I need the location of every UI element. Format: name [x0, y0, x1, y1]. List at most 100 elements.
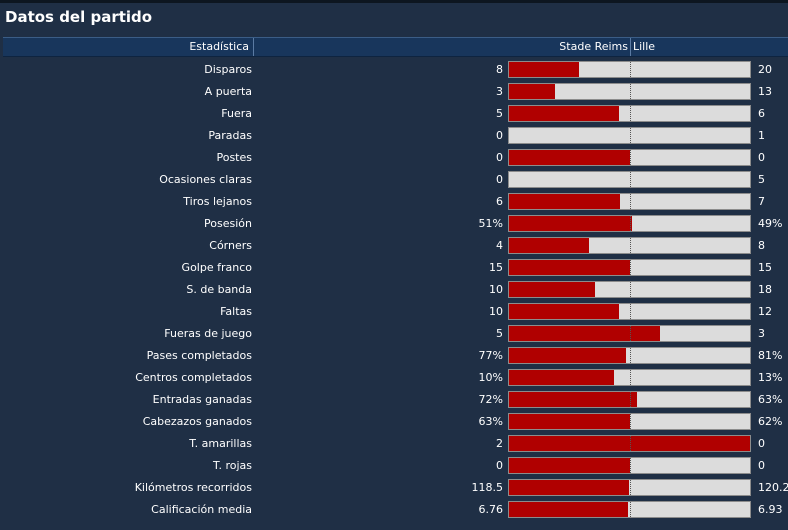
- away-value: 12: [758, 305, 772, 318]
- away-value: 81%: [758, 349, 783, 362]
- stat-row: Córners 4 8: [0, 235, 788, 257]
- home-share-fill: [509, 436, 750, 451]
- comparison-bar: [508, 215, 751, 232]
- comparison-bar: [508, 303, 751, 320]
- stat-label: Tiros lejanos: [183, 195, 252, 208]
- stat-row: Calificación media 6.76 6.93: [0, 499, 788, 521]
- midpoint-marker: [630, 62, 631, 77]
- comparison-bar: [508, 105, 751, 122]
- table-header: Estadística Stade Reims Lille: [3, 37, 788, 57]
- home-value: 0: [496, 151, 503, 164]
- home-share-fill: [509, 84, 555, 99]
- home-value: 51%: [478, 217, 503, 230]
- comparison-bar: [508, 237, 751, 254]
- home-value: 118.5: [471, 481, 504, 494]
- stat-row: Faltas 10 12: [0, 301, 788, 323]
- away-value: 49%: [758, 217, 783, 230]
- panel-title: Datos del partido: [5, 8, 153, 26]
- stat-row: S. de banda 10 18: [0, 279, 788, 301]
- midpoint-marker: [630, 260, 631, 275]
- midpoint-marker: [630, 326, 631, 341]
- stat-label: Calificación media: [151, 503, 252, 516]
- away-value: 15: [758, 261, 772, 274]
- away-value: 8: [758, 239, 765, 252]
- home-share-fill: [509, 304, 619, 319]
- away-value: 0: [758, 459, 765, 472]
- header-home-team[interactable]: Stade Reims: [255, 38, 631, 56]
- stat-label: Centros completados: [135, 371, 252, 384]
- home-share-fill: [509, 348, 626, 363]
- stat-label: Córners: [209, 239, 252, 252]
- home-share-fill: [509, 216, 632, 231]
- midpoint-marker: [630, 370, 631, 385]
- away-value: 7: [758, 195, 765, 208]
- midpoint-marker: [630, 392, 631, 407]
- home-share-fill: [509, 238, 589, 253]
- home-value: 63%: [478, 415, 503, 428]
- home-share-fill: [509, 370, 614, 385]
- comparison-bar: [508, 457, 751, 474]
- home-value: 5: [496, 107, 503, 120]
- stat-row: Ocasiones claras 0 5: [0, 169, 788, 191]
- midpoint-marker: [630, 128, 631, 143]
- home-value: 77%: [478, 349, 503, 362]
- stat-label: Cabezazos ganados: [142, 415, 252, 428]
- midpoint-marker: [630, 458, 631, 473]
- away-value: 13: [758, 85, 772, 98]
- stat-row: Pases completados 77% 81%: [0, 345, 788, 367]
- comparison-bar: [508, 193, 751, 210]
- comparison-bar: [508, 259, 751, 276]
- top-border: [0, 0, 788, 3]
- stat-label: Faltas: [220, 305, 252, 318]
- midpoint-marker: [630, 84, 631, 99]
- stat-row: Cabezazos ganados 63% 62%: [0, 411, 788, 433]
- home-value: 6: [496, 195, 503, 208]
- home-value: 15: [489, 261, 503, 274]
- home-share-fill: [509, 414, 630, 429]
- stat-row: Kilómetros recorridos 118.5 120.2: [0, 477, 788, 499]
- midpoint-marker: [630, 216, 631, 231]
- comparison-bar: [508, 83, 751, 100]
- home-value: 10: [489, 305, 503, 318]
- away-value: 120.2: [758, 481, 788, 494]
- stat-label: T. rojas: [213, 459, 252, 472]
- stat-label: Fueras de juego: [164, 327, 252, 340]
- away-value: 0: [758, 437, 765, 450]
- comparison-bar: [508, 281, 751, 298]
- home-share-fill: [509, 502, 628, 517]
- home-value: 8: [496, 63, 503, 76]
- home-share-fill: [509, 260, 630, 275]
- home-value: 72%: [478, 393, 503, 406]
- away-value: 18: [758, 283, 772, 296]
- midpoint-marker: [630, 194, 631, 209]
- comparison-bar: [508, 501, 751, 518]
- midpoint-marker: [630, 238, 631, 253]
- header-away-team[interactable]: Lille: [633, 40, 656, 53]
- midpoint-marker: [630, 282, 631, 297]
- stat-row: Paradas 0 1: [0, 125, 788, 147]
- stat-row: A puerta 3 13: [0, 81, 788, 103]
- midpoint-marker: [630, 172, 631, 187]
- away-value: 1: [758, 129, 765, 142]
- comparison-bar: [508, 149, 751, 166]
- midpoint-marker: [630, 502, 631, 517]
- stat-label: Paradas: [208, 129, 252, 142]
- home-value: 6.76: [478, 503, 504, 516]
- home-share-fill: [509, 106, 619, 121]
- stat-label: Ocasiones claras: [159, 173, 252, 186]
- comparison-bar: [508, 347, 751, 364]
- comparison-bar: [508, 61, 751, 78]
- header-stat-column[interactable]: Estadística: [3, 38, 254, 56]
- home-share-fill: [509, 282, 595, 297]
- stat-row: T. rojas 0 0: [0, 455, 788, 477]
- stat-label: Posesión: [204, 217, 252, 230]
- away-value: 6: [758, 107, 765, 120]
- stat-row: Posesión 51% 49%: [0, 213, 788, 235]
- stat-label: Golpe franco: [181, 261, 252, 274]
- home-value: 0: [496, 129, 503, 142]
- stat-label: Entradas ganadas: [152, 393, 252, 406]
- stat-row: Fueras de juego 5 3: [0, 323, 788, 345]
- away-value: 3: [758, 327, 765, 340]
- home-value: 0: [496, 459, 503, 472]
- stat-label: Postes: [216, 151, 252, 164]
